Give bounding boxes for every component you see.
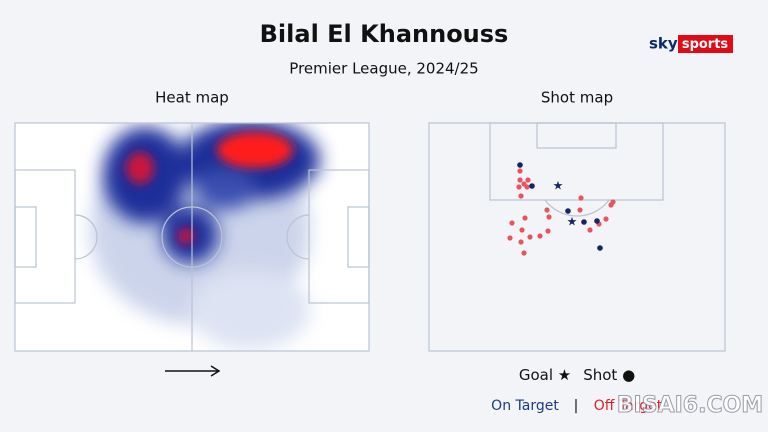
logo: sky sports — [649, 35, 733, 53]
legend-separator: | — [574, 398, 579, 414]
watermark: BISAI6.COM — [617, 393, 763, 418]
legend-goal: Goal ★ — [519, 366, 571, 384]
shot-map: ★ ★ — [428, 122, 726, 352]
svg-text:★: ★ — [553, 179, 564, 193]
legend-shot: Shot ● — [583, 366, 635, 384]
logo-box — [678, 35, 733, 53]
svg-text:★: ★ — [567, 215, 578, 229]
title: Bilal El Khannouss — [260, 20, 509, 48]
legend-off-target: Off Target — [594, 398, 663, 414]
logo-sky: sky — [649, 35, 678, 53]
shot-map-title: Shot map — [541, 89, 613, 107]
heat-map — [14, 122, 370, 377]
subtitle: Premier League, 2024/25 — [289, 60, 478, 78]
legend-on-target: On Target — [491, 398, 559, 414]
legend-symbols: Goal ★ Shot ● — [519, 366, 635, 384]
logo-sports: sports — [682, 37, 729, 52]
heat-map-title: Heat map — [155, 89, 229, 107]
